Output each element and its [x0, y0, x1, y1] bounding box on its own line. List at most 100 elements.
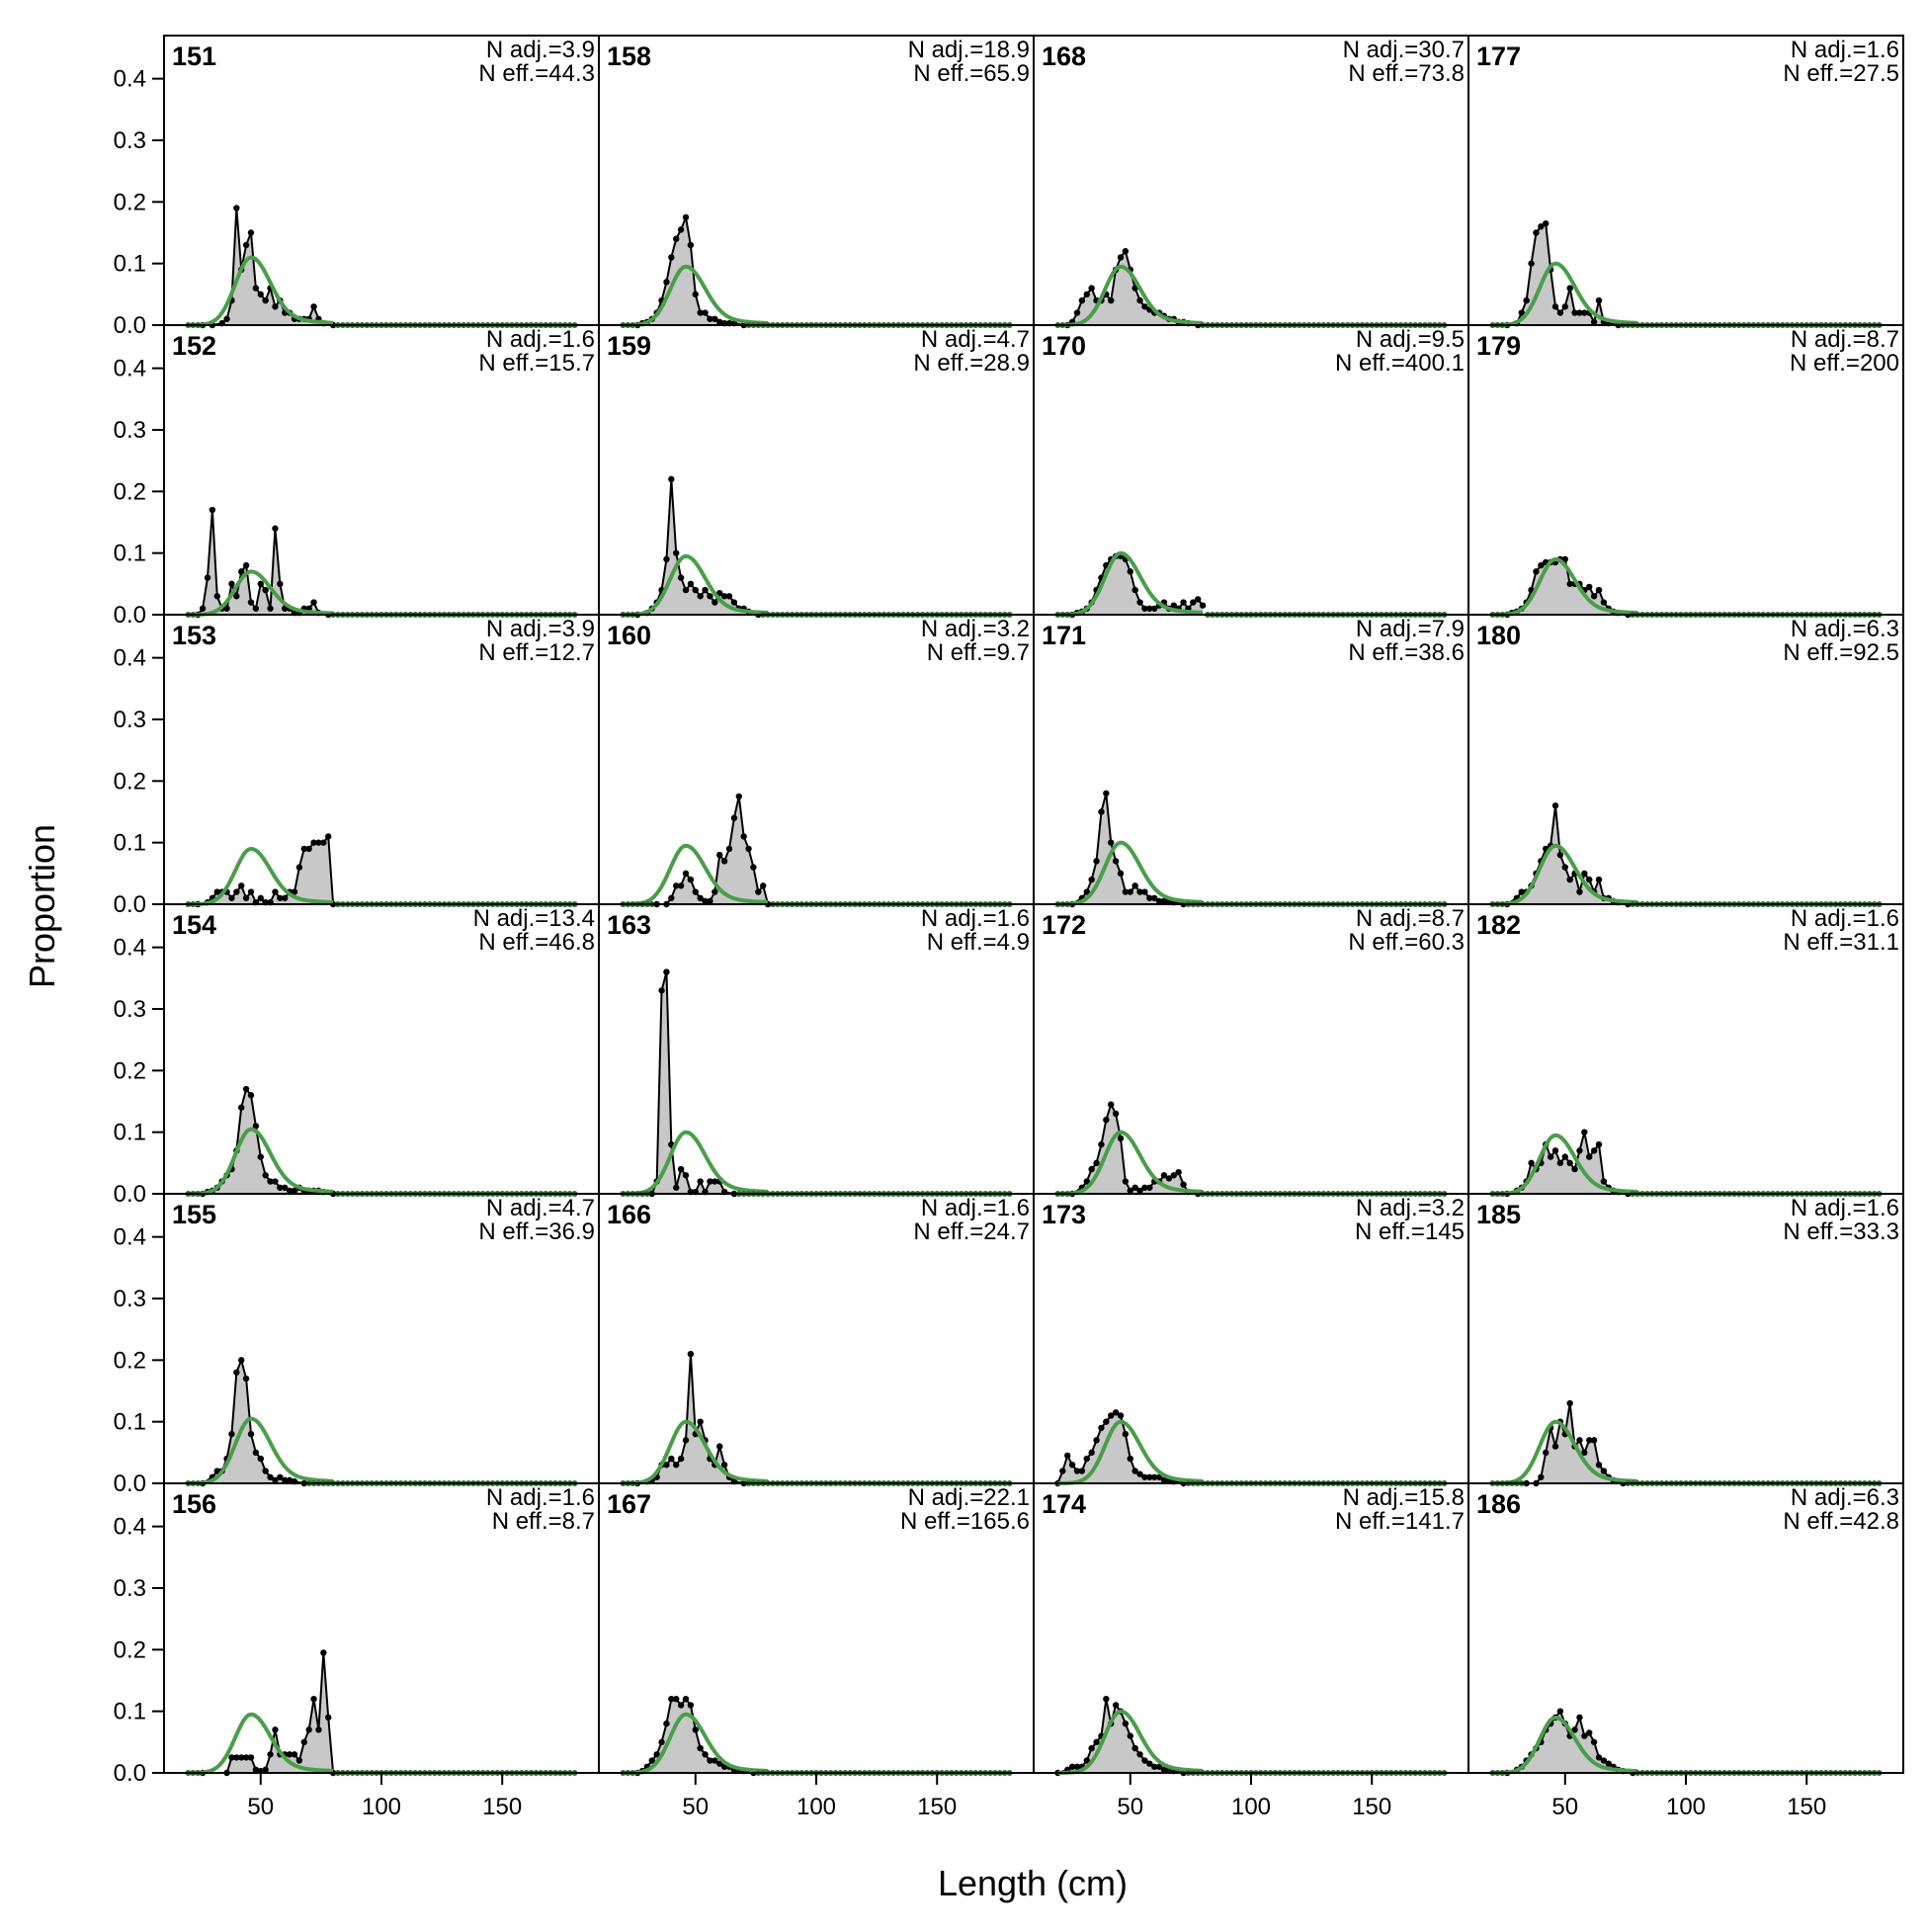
y-tick-label: 0.1 — [114, 1409, 146, 1436]
expected-line — [1057, 264, 1204, 327]
observed-point — [1155, 1473, 1163, 1480]
observed-point — [1160, 1766, 1168, 1774]
observed-point — [1170, 602, 1177, 609]
observed-point — [1551, 802, 1559, 809]
observed-point — [1141, 888, 1148, 895]
observed-point — [673, 549, 680, 556]
observed-point — [1170, 1172, 1177, 1179]
observed-point — [325, 1714, 332, 1722]
observed-point — [1581, 1129, 1588, 1135]
observed-point — [1595, 876, 1603, 883]
observed-point — [1595, 1140, 1603, 1148]
observed-point — [725, 845, 733, 853]
expected-line — [623, 264, 769, 327]
y-tick-label: 0.2 — [114, 1057, 146, 1084]
observed-point — [1122, 1178, 1130, 1185]
expected-line — [1492, 1419, 1638, 1485]
observed-point — [305, 1726, 312, 1733]
observed-point — [707, 593, 713, 600]
observed-point — [1566, 1399, 1573, 1407]
observed-point — [1112, 1409, 1120, 1416]
n-adj-label: N adj.=6.3 — [1791, 1484, 1899, 1511]
observed-point — [233, 1369, 240, 1376]
observed-point — [1561, 555, 1568, 563]
observed-point — [1551, 1443, 1559, 1450]
y-tick-label: 0.3 — [114, 1286, 146, 1312]
n-eff-label: N eff.=92.5 — [1783, 639, 1899, 666]
observed-point — [1117, 1412, 1125, 1419]
observed-point — [1586, 1437, 1593, 1444]
observed-point — [277, 580, 284, 588]
observed-point — [272, 1476, 279, 1484]
observed-point — [1566, 285, 1573, 292]
observed-point — [750, 864, 757, 871]
observed-point — [682, 213, 690, 221]
expected-line — [188, 1127, 334, 1196]
panel-id-label: 154 — [172, 910, 216, 940]
y-tick-label: 0.4 — [114, 1224, 146, 1251]
n-eff-label: N eff.=8.7 — [492, 1508, 595, 1535]
panel-id-label: 186 — [1476, 1489, 1521, 1519]
panel-167: 167 N adj.=22.1N eff.=165.6 — [599, 1484, 1034, 1777]
observed-point — [712, 1757, 718, 1764]
n-adj-label: N adj.=3.2 — [1356, 1195, 1465, 1221]
observed-point — [1576, 1147, 1583, 1154]
observed-point — [692, 291, 699, 298]
observed-point — [1078, 296, 1086, 304]
observed-point — [730, 599, 738, 606]
n-adj-label: N adj.=1.6 — [1791, 905, 1899, 932]
observed-point — [1561, 1153, 1568, 1160]
observed-point — [286, 1751, 293, 1758]
observed-point — [1098, 808, 1105, 815]
observed-point — [1088, 876, 1095, 883]
observed-point — [1141, 1184, 1148, 1191]
y-tick-label: 0.0 — [114, 891, 146, 918]
observed-point — [242, 894, 250, 901]
observed-point — [1595, 1462, 1603, 1469]
observed-point — [1093, 1738, 1100, 1746]
observed-point — [1551, 303, 1559, 310]
observed-point — [673, 1695, 680, 1703]
observed-point — [1083, 1757, 1090, 1764]
y-tick-label: 0.0 — [114, 1181, 146, 1208]
observed-point — [663, 1720, 670, 1727]
observed-point — [1538, 223, 1545, 230]
panel-177: 177 N adj.=1.6N eff.=27.5 — [1468, 37, 1903, 329]
panel-id-label: 180 — [1476, 621, 1521, 650]
observed-point — [272, 525, 279, 532]
expected-line — [188, 846, 334, 906]
expected-line — [1057, 1709, 1204, 1775]
observed-point — [668, 254, 675, 261]
observed-point — [730, 814, 738, 821]
observed-area — [203, 1652, 334, 1773]
observed-point — [1122, 1430, 1130, 1438]
observed-point — [1088, 285, 1095, 292]
panel-185: 185 N adj.=1.6N eff.=33.3 — [1468, 1195, 1903, 1487]
observed-point — [1556, 309, 1564, 316]
observed-point — [1136, 888, 1143, 895]
observed-point — [242, 1754, 250, 1761]
panel-160: 160 N adj.=3.2N eff.=9.7 — [599, 616, 1034, 908]
observed-point — [1146, 1473, 1153, 1480]
observed-area — [1526, 1402, 1624, 1483]
observed-point — [300, 845, 307, 853]
observed-point — [687, 241, 695, 249]
observed-point — [257, 1455, 264, 1463]
n-eff-label: N eff.=165.6 — [900, 1508, 1030, 1535]
y-tick-label: 0.4 — [114, 356, 146, 382]
observed-point — [1155, 897, 1163, 905]
observed-point — [1146, 1184, 1153, 1191]
panel-168: 168 N adj.=30.7N eff.=73.8 — [1034, 37, 1468, 329]
observed-point — [1088, 1744, 1095, 1752]
expected-line — [188, 1416, 334, 1485]
observed-point — [668, 894, 675, 901]
observed-area — [198, 510, 329, 615]
observed-point — [682, 1695, 690, 1703]
observed-point — [663, 555, 670, 563]
observed-point — [233, 1754, 240, 1761]
observed-point — [1586, 1729, 1593, 1736]
panel-170: 170 N adj.=9.5N eff.=400.1 — [1034, 326, 1468, 619]
n-adj-label: N adj.=3.2 — [921, 616, 1030, 642]
observed-point — [238, 1754, 245, 1761]
observed-point — [1103, 1116, 1110, 1124]
